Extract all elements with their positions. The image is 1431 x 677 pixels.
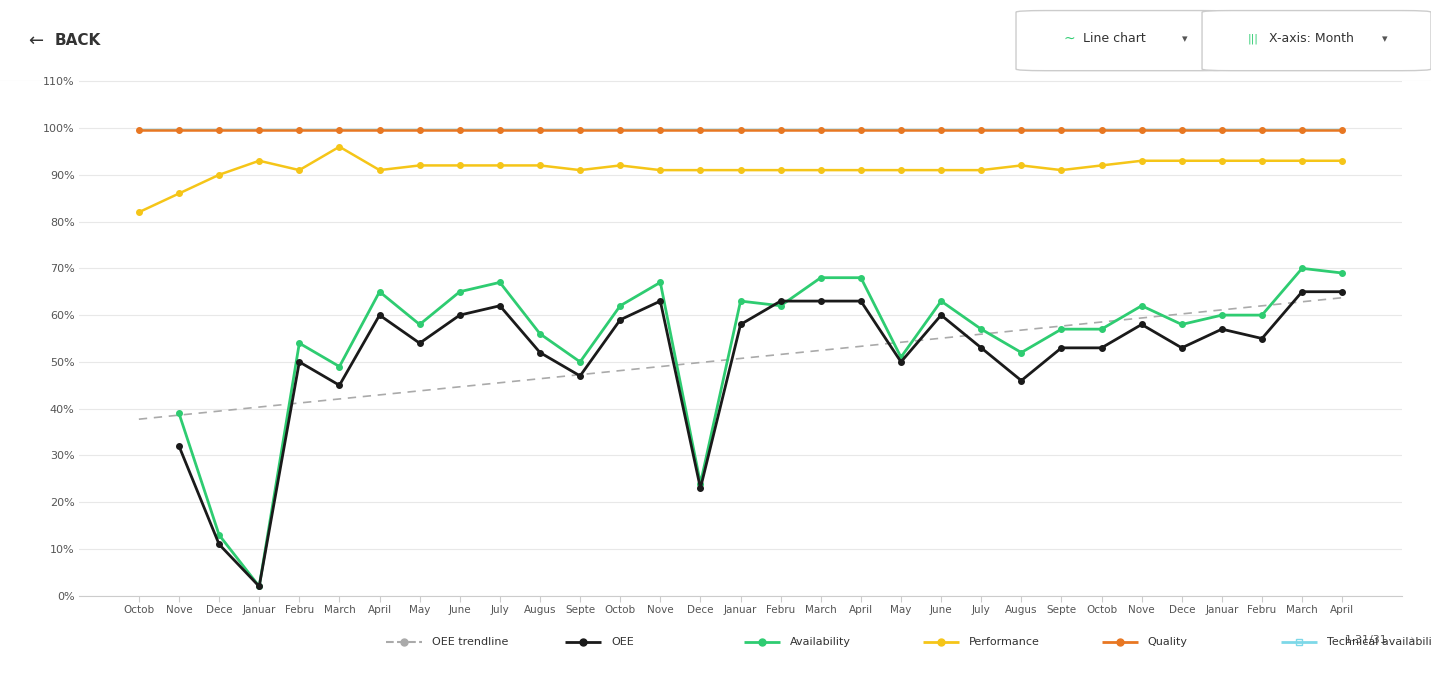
Text: OEE: OEE	[611, 637, 634, 647]
Text: Line chart: Line chart	[1083, 32, 1146, 45]
Text: Quality: Quality	[1148, 637, 1188, 647]
Text: ▾: ▾	[1382, 34, 1388, 44]
Text: ▾: ▾	[1182, 34, 1188, 44]
FancyBboxPatch shape	[1202, 11, 1431, 70]
Text: Availability: Availability	[790, 637, 851, 647]
Text: BACK: BACK	[54, 33, 100, 48]
Text: |||: |||	[1248, 34, 1259, 44]
Text: ›: ›	[1410, 633, 1415, 647]
Text: ~: ~	[1063, 32, 1075, 46]
Text: 1-31/31: 1-31/31	[1345, 635, 1388, 645]
Text: ‹: ‹	[1374, 633, 1379, 647]
FancyBboxPatch shape	[1016, 11, 1231, 70]
Text: OEE trendline: OEE trendline	[432, 637, 508, 647]
Text: Performance: Performance	[969, 637, 1040, 647]
Text: X-axis: Month: X-axis: Month	[1269, 32, 1354, 45]
Text: ←: ←	[29, 32, 44, 49]
Text: Technical availability: Technical availability	[1327, 637, 1431, 647]
